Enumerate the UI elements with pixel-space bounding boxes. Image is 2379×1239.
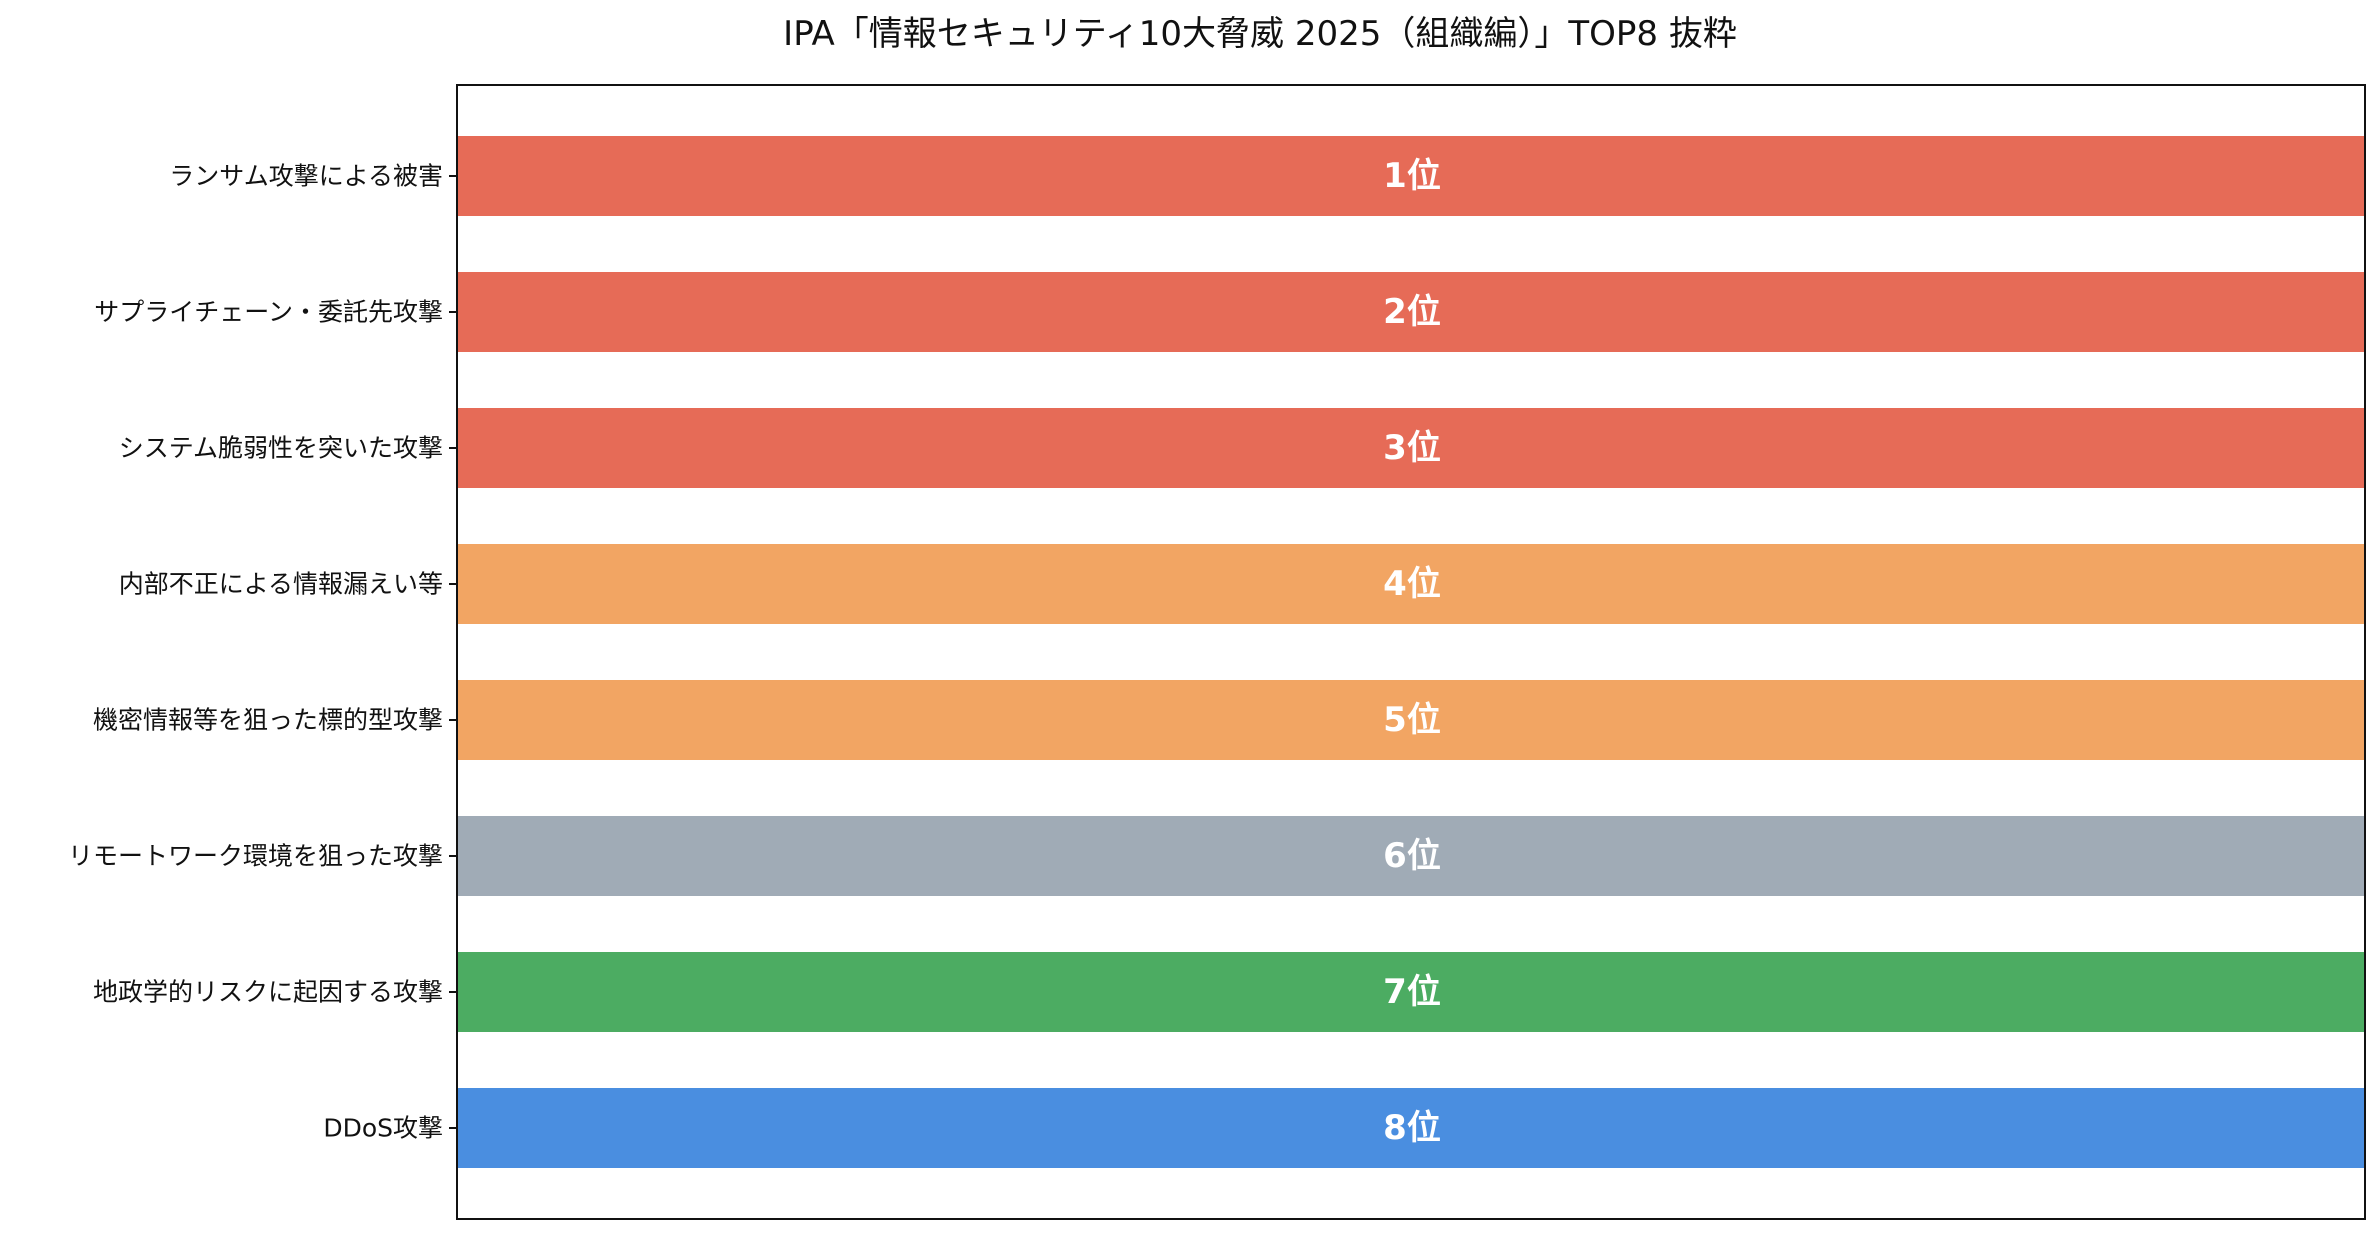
bar-rank-label: 6位	[1383, 836, 1441, 876]
bar	[457, 1088, 2365, 1168]
bar-rank-label: 2位	[1383, 292, 1441, 332]
category-label: DDoS攻撃	[323, 1114, 443, 1143]
bar-rank-label: 7位	[1383, 972, 1441, 1012]
chart-title: IPA「情報セキュリティ10大脅威 2025（組織編）」TOP8 抜粋	[783, 14, 1737, 54]
category-label: 地政学的リスクに起因する攻撃	[93, 978, 443, 1007]
bar-rank-label: 8位	[1383, 1108, 1441, 1148]
plot-frame	[456, 84, 2366, 1220]
category-label: 内部不正による情報漏えい等	[119, 570, 443, 599]
category-label: サプライチェーン・委託先攻撃	[94, 298, 443, 327]
bar	[457, 136, 2365, 216]
category-label: リモートワーク環境を狙った攻撃	[68, 842, 443, 871]
bar	[457, 680, 2365, 760]
category-label: ランサム攻撃による被害	[169, 162, 443, 191]
bar-rank-label: 4位	[1383, 564, 1441, 604]
category-label: システム脆弱性を突いた攻撃	[119, 434, 443, 463]
bar-rank-label: 5位	[1383, 700, 1441, 740]
bars-layer: 1位 2位 3位 4位 5位 6位 7位 8位	[457, 136, 2365, 1168]
category-labels: ランサム攻撃による被害サプライチェーン・委託先攻撃システム脆弱性を突いた攻撃内部…	[68, 162, 457, 1143]
bar	[457, 544, 2365, 624]
bar	[457, 272, 2365, 352]
bar-rank-label: 3位	[1383, 428, 1441, 468]
bar	[457, 408, 2365, 488]
category-label: 機密情報等を狙った標的型攻撃	[93, 706, 443, 735]
bar	[457, 816, 2365, 896]
bar	[457, 952, 2365, 1032]
bar-rank-label: 1位	[1383, 156, 1441, 196]
